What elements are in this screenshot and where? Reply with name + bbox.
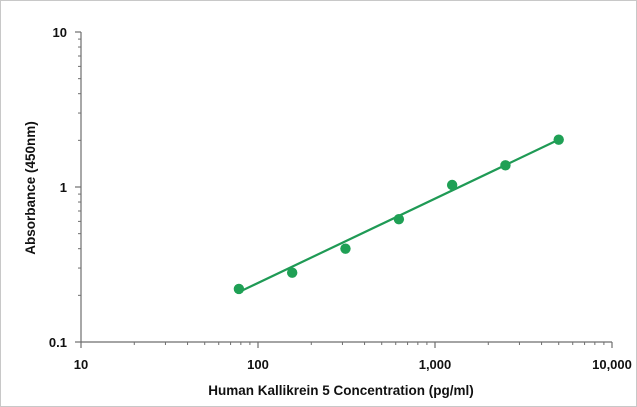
data-point <box>393 213 405 225</box>
tick-labels: 10 100 1,000 10,000 0.1 1 10 <box>49 25 632 372</box>
x-axis-title: Human Kallikrein 5 Concentration (pg/ml) <box>208 383 474 398</box>
data-point <box>500 160 511 171</box>
data-point <box>446 179 458 191</box>
axes <box>80 32 612 343</box>
data-point <box>286 267 298 278</box>
data-points <box>233 134 564 295</box>
axis-ticks <box>75 31 613 348</box>
data-point <box>553 134 564 145</box>
y-axis-title: Absorbance (450nm) <box>23 121 38 255</box>
x-tick-label: 1,000 <box>419 357 452 372</box>
data-point <box>340 243 351 254</box>
data-point <box>233 283 245 295</box>
y-tick-label: 1 <box>60 180 67 195</box>
x-tick-label: 100 <box>247 357 269 372</box>
y-tick-label: 0.1 <box>49 335 67 350</box>
x-tick-label: 10,000 <box>592 357 632 372</box>
y-tick-label: 10 <box>53 25 67 40</box>
x-tick-label: 10 <box>74 357 88 372</box>
